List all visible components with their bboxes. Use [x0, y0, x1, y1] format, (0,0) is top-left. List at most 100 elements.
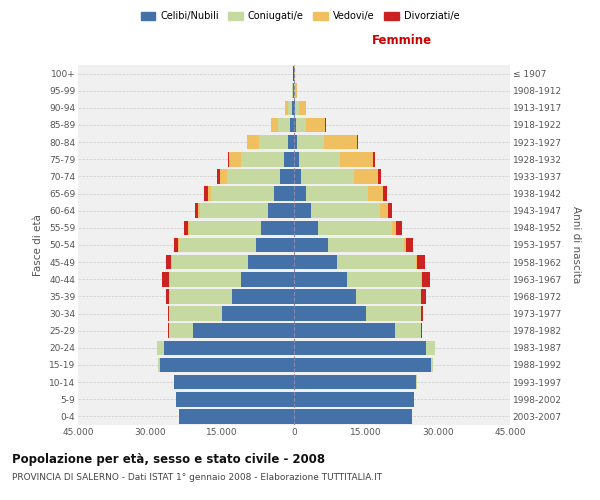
- Legend: Celibi/Nubili, Coniugati/e, Vedovi/e, Divorziati/e: Celibi/Nubili, Coniugati/e, Vedovi/e, Di…: [137, 8, 463, 25]
- Y-axis label: Fasce di età: Fasce di età: [34, 214, 43, 276]
- Bar: [293, 84, 294, 98]
- Bar: [208, 186, 211, 201]
- Bar: [296, 118, 306, 132]
- Bar: [306, 118, 325, 132]
- Bar: [285, 100, 288, 115]
- Bar: [366, 306, 421, 321]
- Bar: [169, 272, 241, 286]
- Bar: [169, 306, 222, 321]
- Bar: [347, 272, 421, 286]
- Text: PROVINCIA DI SALERNO - Dati ISTAT 1° gennaio 2008 - Elaborazione TUTTITALIA.IT: PROVINCIA DI SALERNO - Dati ISTAT 1° gen…: [12, 472, 382, 482]
- Bar: [295, 100, 299, 115]
- Bar: [222, 306, 294, 321]
- Bar: [406, 238, 413, 252]
- Bar: [184, 220, 188, 235]
- Bar: [421, 289, 426, 304]
- Bar: [418, 255, 425, 270]
- Bar: [294, 255, 337, 270]
- Bar: [220, 169, 227, 184]
- Y-axis label: Anni di nascita: Anni di nascita: [571, 206, 581, 284]
- Bar: [294, 324, 395, 338]
- Bar: [176, 392, 294, 406]
- Bar: [164, 340, 294, 355]
- Bar: [373, 152, 374, 166]
- Bar: [422, 272, 430, 286]
- Bar: [288, 135, 294, 150]
- Bar: [294, 306, 366, 321]
- Bar: [204, 186, 208, 201]
- Bar: [256, 238, 294, 252]
- Bar: [211, 186, 274, 201]
- Bar: [294, 152, 299, 166]
- Bar: [294, 238, 328, 252]
- Bar: [173, 238, 178, 252]
- Bar: [229, 152, 241, 166]
- Bar: [292, 84, 293, 98]
- Bar: [174, 375, 294, 390]
- Bar: [318, 220, 392, 235]
- Bar: [295, 84, 297, 98]
- Bar: [217, 169, 220, 184]
- Bar: [262, 220, 294, 235]
- Bar: [169, 324, 193, 338]
- Bar: [294, 186, 306, 201]
- Bar: [166, 289, 169, 304]
- Bar: [306, 186, 368, 201]
- Bar: [194, 204, 199, 218]
- Bar: [294, 340, 426, 355]
- Text: Femmine: Femmine: [372, 34, 432, 47]
- Bar: [160, 358, 294, 372]
- Bar: [431, 358, 433, 372]
- Bar: [388, 204, 392, 218]
- Bar: [294, 289, 356, 304]
- Bar: [294, 358, 431, 372]
- Bar: [288, 100, 292, 115]
- Bar: [340, 152, 373, 166]
- Bar: [241, 152, 284, 166]
- Bar: [301, 169, 354, 184]
- Bar: [368, 186, 383, 201]
- Bar: [294, 204, 311, 218]
- Bar: [378, 169, 381, 184]
- Bar: [169, 289, 232, 304]
- Bar: [280, 169, 294, 184]
- Bar: [292, 100, 294, 115]
- Bar: [271, 118, 278, 132]
- Bar: [232, 289, 294, 304]
- Bar: [311, 204, 380, 218]
- Bar: [299, 100, 306, 115]
- Bar: [294, 220, 318, 235]
- Bar: [259, 135, 288, 150]
- Bar: [294, 118, 296, 132]
- Bar: [247, 135, 259, 150]
- Bar: [395, 324, 421, 338]
- Bar: [299, 152, 340, 166]
- Bar: [337, 255, 416, 270]
- Bar: [294, 135, 298, 150]
- Bar: [193, 324, 294, 338]
- Bar: [163, 272, 169, 286]
- Bar: [298, 135, 324, 150]
- Bar: [290, 118, 294, 132]
- Bar: [404, 238, 406, 252]
- Bar: [179, 409, 294, 424]
- Bar: [158, 358, 160, 372]
- Bar: [200, 204, 268, 218]
- Bar: [328, 238, 404, 252]
- Bar: [241, 272, 294, 286]
- Bar: [392, 220, 396, 235]
- Bar: [228, 152, 229, 166]
- Bar: [172, 255, 248, 270]
- Text: Popolazione per età, sesso e stato civile - 2008: Popolazione per età, sesso e stato civil…: [12, 452, 325, 466]
- Bar: [396, 220, 402, 235]
- Bar: [179, 238, 256, 252]
- Bar: [294, 100, 295, 115]
- Bar: [426, 340, 434, 355]
- Bar: [354, 169, 378, 184]
- Bar: [380, 204, 388, 218]
- Bar: [166, 255, 172, 270]
- Bar: [294, 272, 347, 286]
- Bar: [227, 169, 280, 184]
- Bar: [294, 409, 412, 424]
- Bar: [190, 220, 262, 235]
